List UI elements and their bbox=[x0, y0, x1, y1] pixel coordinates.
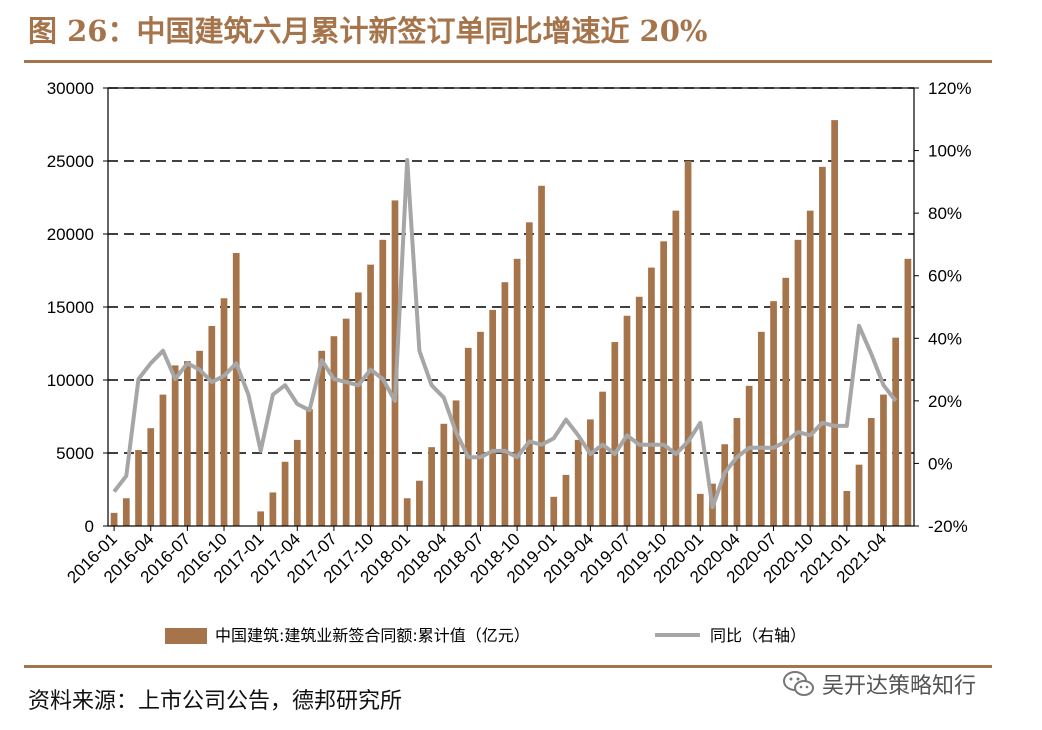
bar bbox=[416, 480, 423, 526]
bar bbox=[220, 298, 228, 526]
bar bbox=[770, 301, 777, 526]
bar bbox=[550, 496, 558, 526]
y-left-tick-label: 15000 bbox=[47, 298, 94, 317]
y-right-tick-label: 60% bbox=[928, 267, 962, 286]
footer-rule bbox=[24, 665, 992, 668]
bar bbox=[855, 464, 863, 526]
bar bbox=[635, 296, 643, 526]
bar bbox=[501, 282, 509, 526]
bar bbox=[599, 391, 606, 526]
bar bbox=[293, 439, 301, 526]
bar bbox=[489, 309, 497, 526]
bar bbox=[354, 292, 362, 526]
legend-label-line: 同比（右轴） bbox=[710, 626, 806, 645]
bar bbox=[757, 331, 765, 526]
bar bbox=[660, 241, 668, 527]
bar bbox=[880, 394, 887, 526]
bar bbox=[794, 239, 802, 526]
bar bbox=[904, 258, 912, 526]
bar bbox=[733, 417, 741, 526]
bar bbox=[318, 350, 326, 526]
bar bbox=[342, 318, 350, 526]
yoy-line bbox=[112, 158, 898, 510]
bar bbox=[428, 447, 435, 526]
source-note: 资料来源：上市公司公告，德邦研究所 bbox=[28, 689, 403, 714]
bar bbox=[135, 450, 142, 526]
chart-svg: 0 5000 10000 15000 20000 25000 30000 -20% 0% 20% 4… bbox=[47, 79, 972, 645]
grid-lines bbox=[108, 87, 914, 454]
watermark-text: 吴开达策略知行 bbox=[822, 674, 977, 699]
bar bbox=[831, 120, 838, 527]
bar bbox=[464, 347, 472, 526]
bar bbox=[538, 185, 545, 526]
bar bbox=[892, 337, 900, 526]
bar bbox=[452, 400, 460, 526]
bar bbox=[330, 336, 338, 526]
bar bbox=[159, 394, 167, 526]
line-series bbox=[112, 158, 898, 510]
bar bbox=[171, 365, 179, 526]
bar bbox=[623, 315, 631, 526]
bar bbox=[867, 417, 875, 526]
bar bbox=[587, 419, 594, 526]
title-rule bbox=[24, 60, 992, 63]
bar bbox=[611, 342, 619, 526]
bar bbox=[696, 493, 704, 526]
bar bbox=[232, 252, 240, 527]
bar bbox=[184, 361, 191, 526]
bar bbox=[196, 350, 203, 526]
bar bbox=[721, 444, 729, 526]
bar bbox=[574, 439, 582, 526]
legend-swatch-bar bbox=[165, 628, 207, 644]
bar bbox=[562, 474, 570, 526]
y-left-tick-label: 0 bbox=[85, 517, 94, 536]
bar bbox=[806, 210, 814, 526]
y-right-tick-label: 120% bbox=[928, 79, 971, 98]
legend: 中国建筑:建筑业新签合同额:累计值（亿元） 同比（右轴） bbox=[165, 626, 806, 645]
bar bbox=[745, 385, 753, 526]
y-right-tick-label: 40% bbox=[928, 329, 962, 348]
bar bbox=[684, 161, 692, 526]
y-left-tick-label: 25000 bbox=[47, 152, 94, 171]
bar bbox=[477, 331, 484, 526]
bar bbox=[306, 409, 313, 526]
y-right-tick-label: 0% bbox=[928, 454, 953, 473]
bar bbox=[648, 267, 655, 526]
bar bbox=[122, 498, 130, 526]
bar bbox=[672, 210, 680, 526]
legend-label-bar: 中国建筑:建筑业新签合同额:累计值（亿元） bbox=[215, 626, 530, 645]
bar bbox=[819, 166, 826, 526]
bar bbox=[513, 258, 521, 526]
bar bbox=[403, 498, 411, 526]
bar bbox=[782, 277, 790, 526]
chart-title: 图 26：中国建筑六月累计新签订单同比增速近 20% bbox=[28, 14, 708, 48]
y-left-tick-label: 20000 bbox=[47, 225, 94, 244]
bar bbox=[208, 325, 216, 526]
bar bbox=[843, 490, 851, 526]
watermark: 吴开达策略知行 bbox=[782, 668, 976, 700]
bar bbox=[147, 428, 155, 526]
bar bbox=[367, 264, 374, 526]
y-right-tick-label: 100% bbox=[928, 142, 971, 161]
bar bbox=[257, 511, 265, 526]
y-right-tick-label: 80% bbox=[928, 204, 962, 223]
wechat-icon bbox=[783, 671, 814, 696]
bar bbox=[281, 461, 289, 526]
y-left-tick-label: 30000 bbox=[47, 79, 94, 98]
bar bbox=[440, 423, 448, 526]
bar-series bbox=[110, 120, 912, 527]
bar bbox=[525, 222, 533, 526]
y-right-tick-label: -20% bbox=[928, 517, 968, 536]
bar bbox=[269, 492, 277, 526]
y-left-tick-label: 5000 bbox=[56, 444, 94, 463]
y-left-tick-label: 10000 bbox=[47, 371, 94, 390]
y-right-tick-label: 20% bbox=[928, 392, 962, 411]
bar bbox=[110, 512, 118, 526]
